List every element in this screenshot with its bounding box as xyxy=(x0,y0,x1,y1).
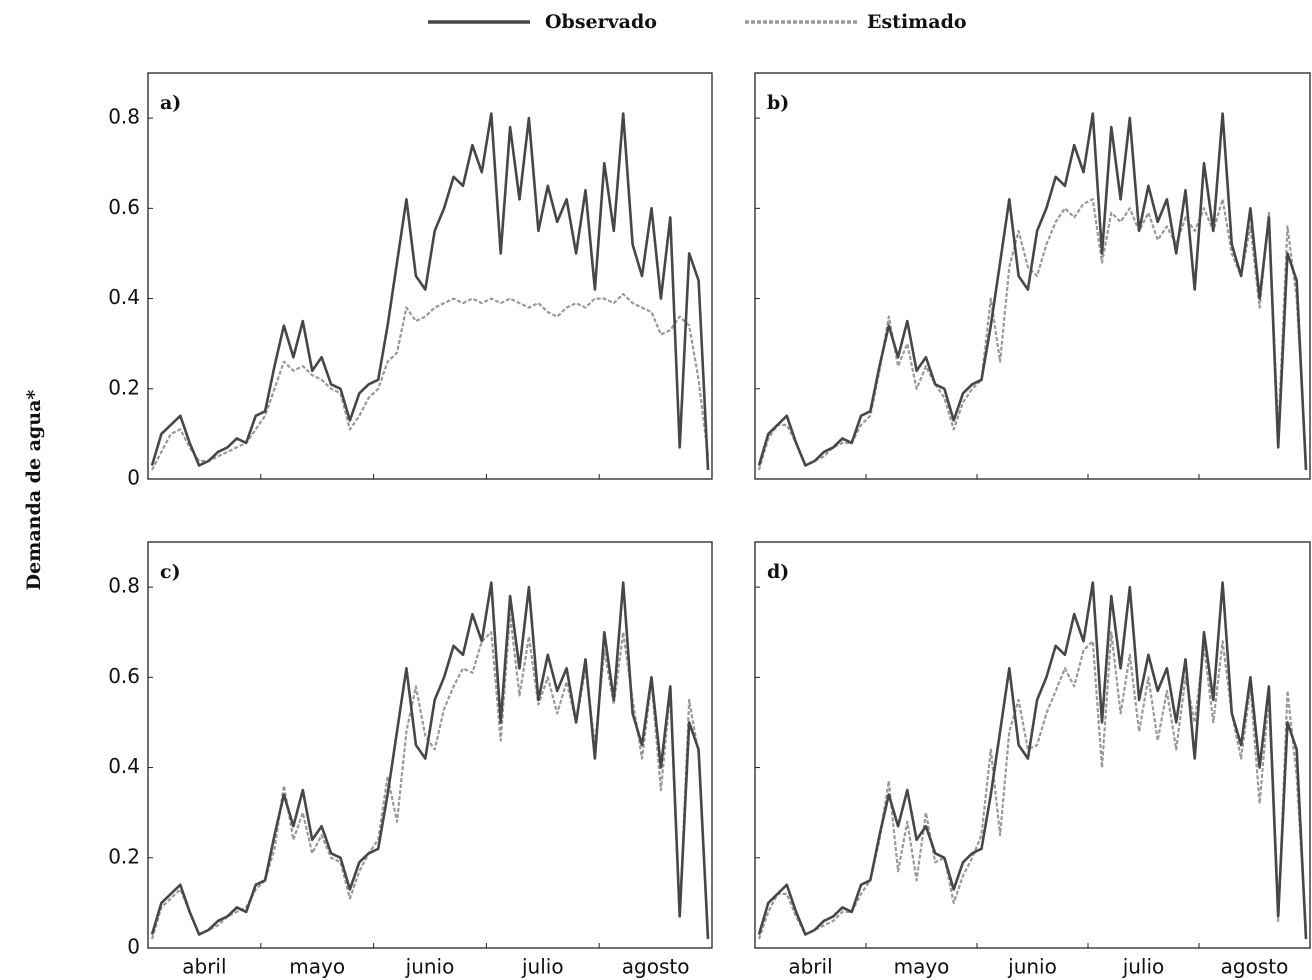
data-line xyxy=(151,292,710,471)
x-tick-label: agosto xyxy=(622,955,690,979)
x-tick-label: junio xyxy=(1007,955,1057,979)
data-line xyxy=(757,112,1308,471)
y-tick-label: 0.4 xyxy=(108,285,140,309)
x-tick-label: abril xyxy=(788,955,832,979)
x-tick-label: julio xyxy=(521,955,564,979)
x-tick-label: abril xyxy=(182,955,226,979)
data-line xyxy=(757,198,1308,471)
y-tick-label: 0.8 xyxy=(108,574,140,598)
x-tick-label: junio xyxy=(405,955,455,979)
panel-label: c) xyxy=(160,561,181,583)
data-line xyxy=(757,581,1308,940)
y-tick-label: 0.6 xyxy=(108,664,140,688)
y-tick-label: 0 xyxy=(127,935,140,959)
y-tick-label: 0 xyxy=(127,466,140,490)
plot-frame xyxy=(147,541,713,949)
y-tick-label: 0.8 xyxy=(108,105,140,129)
data-line xyxy=(150,613,710,940)
panel-label: a) xyxy=(160,92,181,114)
y-tick-label: 0.2 xyxy=(108,844,140,868)
plot-frame xyxy=(754,541,1311,949)
y-tick-label: 0.4 xyxy=(108,754,140,778)
plot-frame xyxy=(754,72,1311,480)
x-tick-label: julio xyxy=(1122,955,1165,979)
y-axis-label: Demanda de agua* xyxy=(23,390,45,591)
legend-label: Observado xyxy=(545,11,657,33)
y-tick-label: 0.2 xyxy=(108,375,140,399)
x-tick-label: mayo xyxy=(894,955,950,979)
data-line xyxy=(150,112,710,471)
plot-frame xyxy=(147,72,713,480)
x-tick-label: agosto xyxy=(1221,955,1289,979)
data-line xyxy=(150,581,710,940)
x-tick-label: mayo xyxy=(289,955,345,979)
panel-label: b) xyxy=(767,92,789,114)
panel-label: d) xyxy=(767,561,789,583)
legend-label: Estimado xyxy=(867,11,967,33)
y-tick-label: 0.6 xyxy=(108,195,140,219)
data-line xyxy=(757,631,1308,940)
